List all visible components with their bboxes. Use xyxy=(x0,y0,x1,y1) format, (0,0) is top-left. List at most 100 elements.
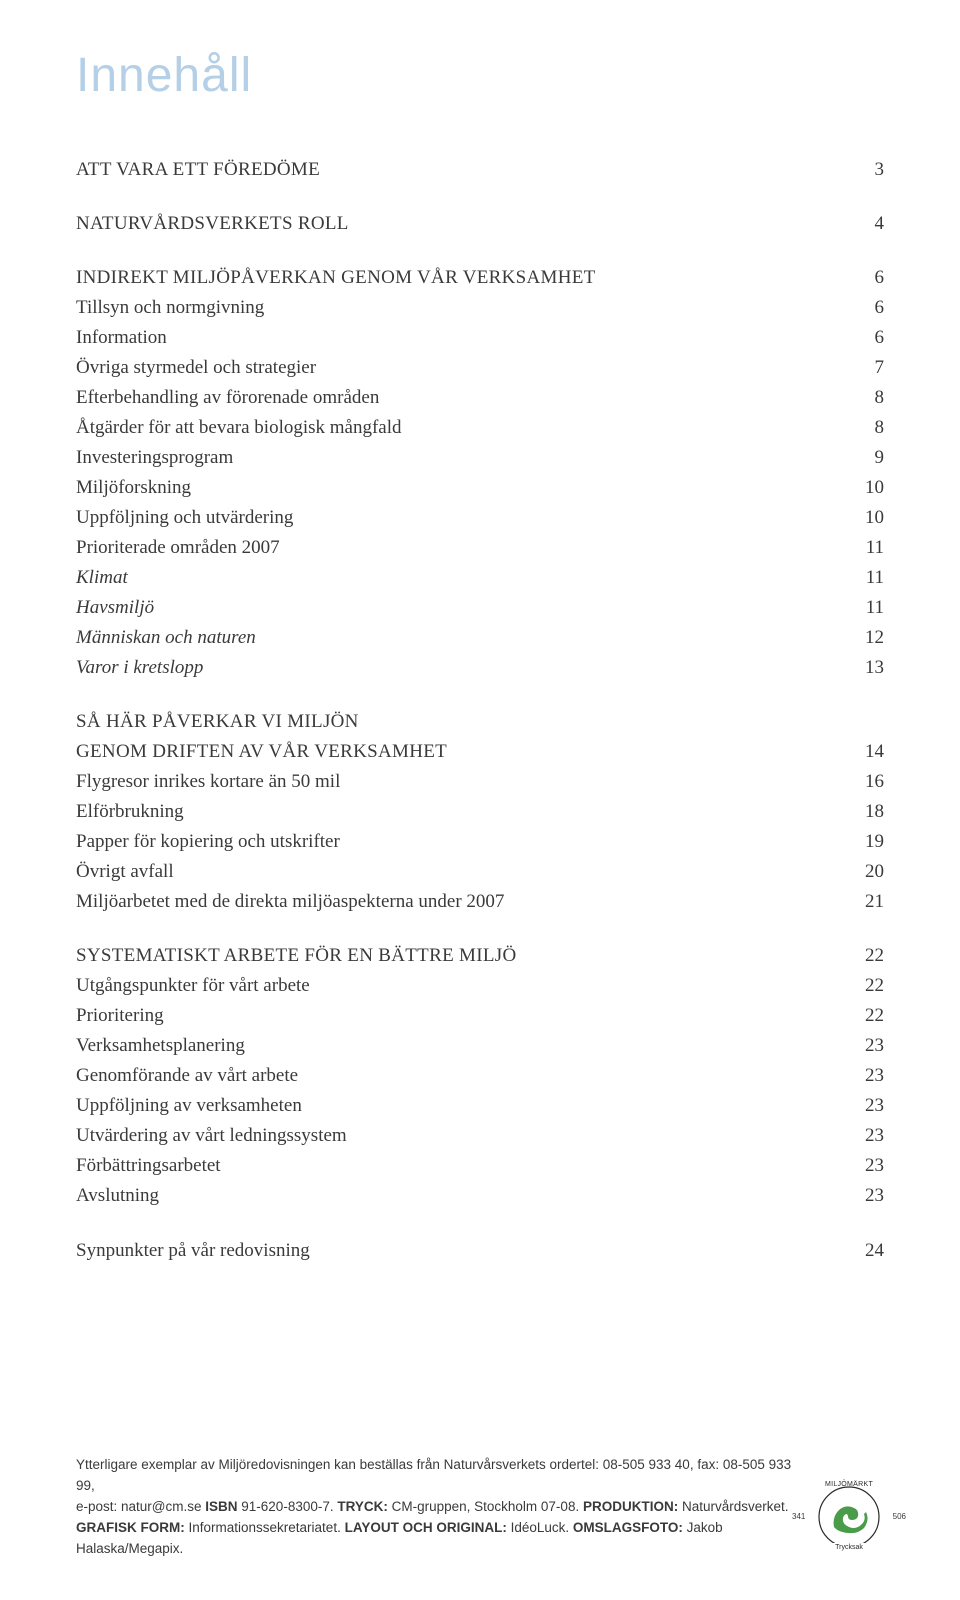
toc-heading: Synpunkter på vår redovisning24 xyxy=(76,1236,884,1266)
toc-heading-label: SYSTEMATISKT ARBETE FÖR EN BÄTTRE MILJÖ xyxy=(76,941,840,971)
toc-page-number: 23 xyxy=(856,1061,884,1091)
toc-entry: Havsmiljö11 xyxy=(76,593,884,623)
toc-entry-label: Prioritering xyxy=(76,1001,840,1031)
toc-entry-label: Verksamhetsplanering xyxy=(76,1031,840,1061)
footer-omslag-label: OMSLAGSFOTO: xyxy=(573,1520,687,1535)
toc-page-number: 11 xyxy=(856,593,884,623)
toc-page-number: 23 xyxy=(856,1091,884,1121)
toc-page-number: 13 xyxy=(856,653,884,683)
toc-heading-label-line1: SÅ HÄR PÅVERKAR VI MILJÖN xyxy=(76,707,884,737)
toc-entry: Genomförande av vårt arbete23 xyxy=(76,1061,884,1091)
toc-page-number: 11 xyxy=(856,533,884,563)
footer-grafik-label: GRAFISK FORM: xyxy=(76,1520,189,1535)
footer-prod: Naturvårdsverket. xyxy=(682,1499,789,1514)
footer-colophon: Ytterligare exemplar av Miljöredovisning… xyxy=(76,1455,884,1560)
toc-entry: Varor i kretslopp 13 xyxy=(76,653,884,683)
toc-page-number: 12 xyxy=(856,623,884,653)
eco-label-number-left: 341 xyxy=(792,1511,805,1523)
footer-email: e-post: natur@cm.se xyxy=(76,1499,205,1514)
toc-entry: Efterbehandling av förorenade områden 8 xyxy=(76,383,884,413)
toc-page-number: 22 xyxy=(856,971,884,1001)
toc-heading: INDIREKT MILJÖPÅVERKAN GENOM VÅR VERKSAM… xyxy=(76,263,884,293)
eco-label-top-text: MILJÖMÄRKT xyxy=(825,1480,873,1491)
toc-page-number: 9 xyxy=(856,443,884,473)
eco-label-bottom-text: Trycksak xyxy=(833,1543,865,1554)
toc-entry: Övrigt avfall 20 xyxy=(76,857,884,887)
toc-entry: Flygresor inrikes kortare än 50 mil16 xyxy=(76,767,884,797)
toc-heading-label: NATURVÅRDSVERKETS ROLL xyxy=(76,209,840,239)
toc-heading: GENOM DRIFTEN AV VÅR VERKSAMHET 14 xyxy=(76,737,884,767)
toc-entry-label: Uppföljning och utvärdering xyxy=(76,503,840,533)
toc-entry-label: Efterbehandling av förorenade områden xyxy=(76,383,840,413)
footer-layout: IdéoLuck. xyxy=(511,1520,573,1535)
toc-entry: Investeringsprogram 9 xyxy=(76,443,884,473)
footer-layout-label: LAYOUT OCH ORIGINAL: xyxy=(345,1520,511,1535)
toc-page-number: 20 xyxy=(856,857,884,887)
toc-page-number: 23 xyxy=(856,1121,884,1151)
toc-heading: SÅ HÄR PÅVERKAR VI MILJÖN xyxy=(76,707,884,737)
toc-entry: Åtgärder för att bevara biologisk mångfa… xyxy=(76,413,884,443)
toc-page-number: 8 xyxy=(856,383,884,413)
toc-entry: Prioritering 22 xyxy=(76,1001,884,1031)
toc-heading-label-line2: GENOM DRIFTEN AV VÅR VERKSAMHET xyxy=(76,737,840,767)
toc-entry-label: Miljöarbetet med de direkta miljöaspekte… xyxy=(76,887,840,917)
footer-line-3: GRAFISK FORM: Informationssekretariatet.… xyxy=(76,1518,794,1560)
footer-isbn: 91-620-8300-7. xyxy=(238,1499,338,1514)
page-title: Innehåll xyxy=(76,48,884,103)
footer-tryck-label: TRYCK: xyxy=(337,1499,391,1514)
footer-isbn-label: ISBN xyxy=(205,1499,237,1514)
toc-entry: Utgångspunkter för vårt arbete 22 xyxy=(76,971,884,1001)
toc-entry: Uppföljning och utvärdering10 xyxy=(76,503,884,533)
toc-entry-label: Miljöforskning xyxy=(76,473,840,503)
footer-line-1: Ytterligare exemplar av Miljöredovisning… xyxy=(76,1455,794,1497)
footer-text: Ytterligare exemplar av Miljöredovisning… xyxy=(76,1455,884,1560)
toc-heading-label: ATT VARA ETT FÖREDÖME xyxy=(76,155,840,185)
eco-label-icon: MILJÖMÄRKT 341 506 Trycksak xyxy=(814,1482,884,1552)
toc-entry-label: Människan och naturen xyxy=(76,623,840,653)
toc-page-number: 11 xyxy=(856,563,884,593)
toc-entry-label: Övrigt avfall xyxy=(76,857,840,887)
toc-entry: Information6 xyxy=(76,323,884,353)
toc-page-number: 14 xyxy=(856,737,884,767)
toc-entry-label: Uppföljning av verksamheten xyxy=(76,1091,840,1121)
toc-page-number: 23 xyxy=(856,1151,884,1181)
toc-entry-label: Utvärdering av vårt ledningssystem xyxy=(76,1121,840,1151)
toc-entry-label: Investeringsprogram xyxy=(76,443,840,473)
toc-entry-label: Utgångspunkter för vårt arbete xyxy=(76,971,840,1001)
toc-entry: Miljöarbetet med de direkta miljöaspekte… xyxy=(76,887,884,917)
toc-entry-label: Avslutning xyxy=(76,1181,840,1211)
toc-entry: Papper för kopiering och utskrifter19 xyxy=(76,827,884,857)
toc-heading: ATT VARA ETT FÖREDÖME 3 xyxy=(76,155,884,185)
toc-page-number: 8 xyxy=(856,413,884,443)
table-of-contents: ATT VARA ETT FÖREDÖME 3 NATURVÅRDSVERKETS … xyxy=(76,155,884,1266)
toc-page-number: 6 xyxy=(856,323,884,353)
toc-entry-label: Övriga styrmedel och strategier xyxy=(76,353,840,383)
toc-entry-label: Varor i kretslopp xyxy=(76,653,840,683)
toc-entry: Verksamhetsplanering23 xyxy=(76,1031,884,1061)
toc-entry-label: Klimat xyxy=(76,563,840,593)
toc-page-number: 3 xyxy=(856,155,884,185)
footer-line-2: e-post: natur@cm.se ISBN 91-620-8300-7. … xyxy=(76,1497,794,1518)
eco-label-number-right: 506 xyxy=(893,1511,906,1523)
toc-entry: Människan och naturen 12 xyxy=(76,623,884,653)
toc-entry-label: Prioriterade områden 2007 xyxy=(76,533,840,563)
toc-entry: Förbättringsarbetet23 xyxy=(76,1151,884,1181)
footer-prod-label: PRODUKTION: xyxy=(583,1499,682,1514)
toc-entry: Uppföljning av verksamheten 23 xyxy=(76,1091,884,1121)
toc-page-number: 16 xyxy=(856,767,884,797)
toc-page-number: 24 xyxy=(856,1236,884,1266)
toc-entry-label: Papper för kopiering och utskrifter xyxy=(76,827,840,857)
toc-page-number: 21 xyxy=(856,887,884,917)
toc-page-number: 22 xyxy=(856,941,884,971)
toc-entry: Tillsyn och normgivning6 xyxy=(76,293,884,323)
toc-page-number: 22 xyxy=(856,1001,884,1031)
footer-grafik: Informationssekretariatet. xyxy=(189,1520,345,1535)
toc-page-number: 10 xyxy=(856,473,884,503)
toc-heading-label: INDIREKT MILJÖPÅVERKAN GENOM VÅR VERKSAM… xyxy=(76,263,840,293)
toc-entry-label: Elförbrukning xyxy=(76,797,840,827)
toc-entry: Prioriterade områden 2007 11 xyxy=(76,533,884,563)
toc-entry: Miljöforskning 10 xyxy=(76,473,884,503)
footer-tryck: CM-gruppen, Stockholm 07-08. xyxy=(392,1499,583,1514)
toc-entry: Elförbrukning18 xyxy=(76,797,884,827)
toc-heading: SYSTEMATISKT ARBETE FÖR EN BÄTTRE MILJÖ 2… xyxy=(76,941,884,971)
